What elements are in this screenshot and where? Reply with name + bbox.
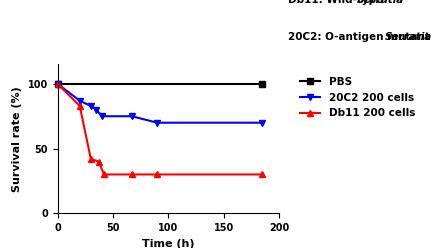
Text: Db11: Wild-type: Db11: Wild-type: [288, 0, 387, 5]
Text: Serratia: Serratia: [357, 0, 404, 5]
Y-axis label: Survival rate (%): Survival rate (%): [12, 86, 22, 192]
Text: 20C2: O-antigen mutant: 20C2: O-antigen mutant: [288, 32, 433, 42]
Text: Serratia: Serratia: [385, 32, 432, 42]
Legend: PBS, 20C2 200 cells, Db11 200 cells: PBS, 20C2 200 cells, Db11 200 cells: [295, 73, 419, 123]
X-axis label: Time (h): Time (h): [142, 239, 194, 248]
